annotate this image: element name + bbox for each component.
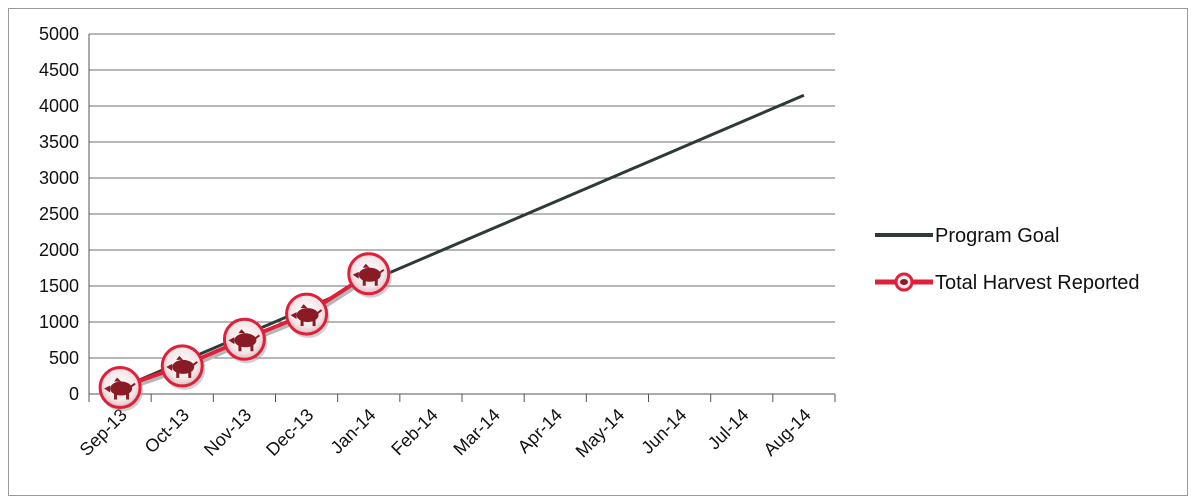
axes: 0 500 1000 1500 2000 2500 3000 3500 4000 4500 5000…: [39, 24, 836, 462]
chart-frame: 0 500 1000 1500 2000 2500 3000 3500 4000 4500 5000…: [8, 8, 1188, 496]
y-tick-label: 4000: [39, 96, 79, 116]
legend: Program Goal Total Harvest Reported: [875, 225, 1140, 294]
y-tick-label: 5000: [39, 24, 79, 44]
x-tick-label: May-14: [572, 405, 629, 462]
x-tick-label: Oct-13: [141, 405, 193, 457]
legend-label: Total Harvest Reported: [935, 272, 1140, 294]
legend-item-total-harvest: Total Harvest Reported: [875, 272, 1140, 294]
y-tick-label: 2500: [39, 204, 79, 224]
y-tick-label: 1000: [39, 312, 79, 332]
y-tick-label: 500: [49, 348, 79, 368]
series-markers: [98, 252, 392, 412]
x-tick-label: Sep-13: [76, 405, 131, 460]
y-tick-label: 3000: [39, 168, 79, 188]
boar-icon: [347, 252, 392, 298]
x-tick-label: Apr-14: [514, 405, 566, 457]
y-tick-label: 2000: [39, 240, 79, 260]
boar-icon: [98, 366, 144, 412]
boar-icon: [285, 292, 330, 339]
y-tick-label: 0: [69, 384, 79, 404]
y-tick-label: 1500: [39, 276, 79, 296]
x-tick-label: Mar-14: [449, 405, 503, 459]
x-tick-label: Jan-14: [327, 405, 380, 458]
line-chart: 0 500 1000 1500 2000 2500 3000 3500 4000 4500 5000…: [39, 24, 1140, 462]
boar-icon: [160, 344, 206, 390]
legend-label: Program Goal: [935, 225, 1060, 247]
x-tick-label: Nov-13: [200, 405, 255, 460]
legend-item-program-goal: Program Goal: [875, 225, 1060, 247]
y-tick-label: 3500: [39, 132, 79, 152]
x-tick-label: Jun-14: [637, 405, 690, 458]
boar-icon: [222, 317, 268, 364]
series-line-program-goal: [119, 93, 805, 390]
x-tick-label: Jul-14: [704, 405, 753, 454]
y-tick-label: 4500: [39, 60, 79, 80]
x-tick-label: Feb-14: [387, 405, 441, 459]
x-tick-label: Aug-14: [760, 405, 815, 460]
series-lines: [119, 93, 805, 393]
x-tick-label: Dec-13: [262, 405, 317, 460]
gridlines: [89, 33, 835, 395]
